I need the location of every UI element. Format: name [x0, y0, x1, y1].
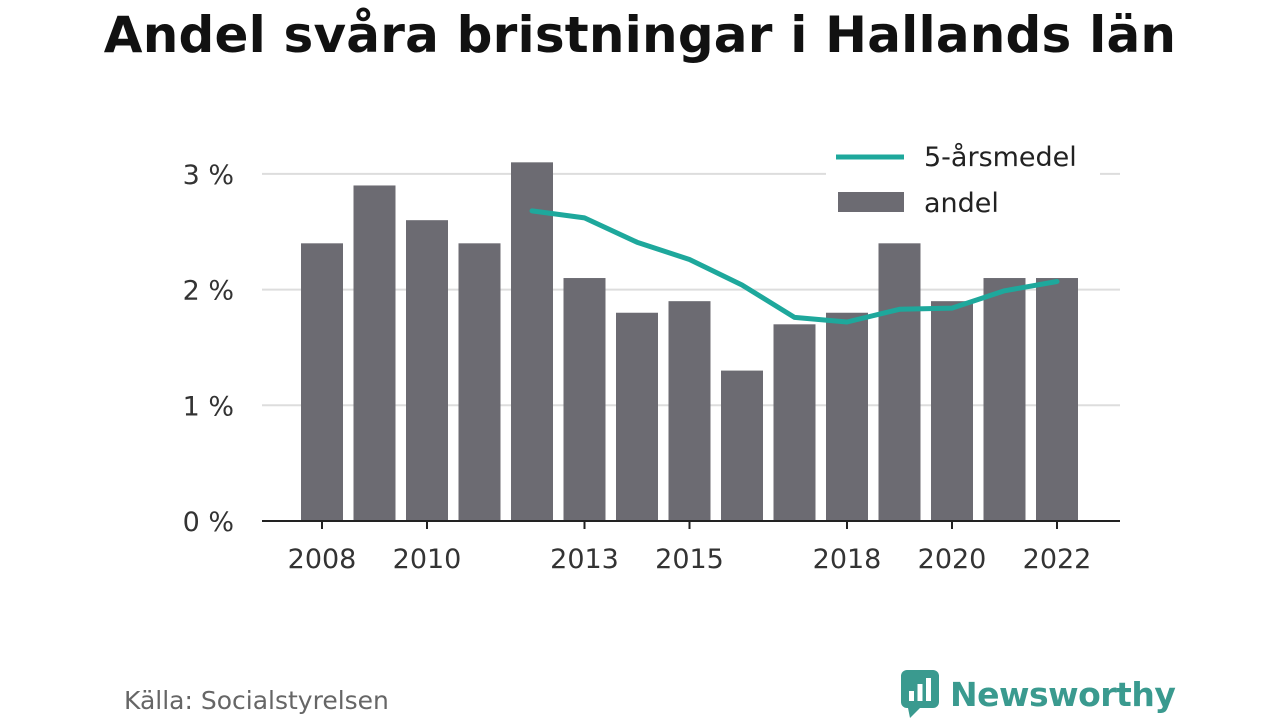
x-tick-label: 2008	[288, 544, 357, 575]
series-line-5-arsmedel	[529, 208, 1060, 325]
bar	[983, 278, 1026, 521]
x-tick-label: 2018	[813, 544, 882, 575]
x-tick-label: 2013	[550, 544, 619, 575]
bar	[511, 162, 553, 521]
legend-label: andel	[924, 188, 999, 219]
bar	[931, 301, 973, 521]
chart-title: Andel svåra bristningar i Hallands län	[103, 6, 1177, 64]
bar	[773, 324, 816, 521]
bar	[616, 312, 658, 521]
newsworthy-logo-icon	[901, 670, 939, 718]
bar	[1036, 278, 1078, 521]
bar	[721, 370, 763, 521]
bar	[668, 301, 711, 521]
bar	[406, 220, 448, 521]
x-tick-label: 2015	[655, 544, 724, 575]
x-tick-label: 2020	[918, 544, 987, 575]
y-tick-label: 3 %	[183, 160, 234, 191]
y-tick-label: 0 %	[183, 507, 234, 538]
x-tick-label: 2022	[1023, 544, 1092, 575]
bar	[458, 243, 501, 521]
chart-area: 0 % 1 % 2 % 3 % 2008 2010 2013 2015 2018 2020 2022…	[182, 135, 1120, 575]
source-note: Källa: Socialstyrelsen	[124, 686, 389, 715]
bar	[826, 312, 868, 521]
bar	[301, 243, 343, 521]
y-tick-label: 2 %	[183, 276, 234, 307]
legend-label: 5-årsmedel	[924, 142, 1077, 173]
brand-name: Newsworthy	[950, 674, 1176, 714]
brand-logo: Newsworthy	[900, 668, 1176, 720]
y-tick-label: 1 %	[183, 391, 234, 422]
legend-box	[826, 135, 1100, 229]
bar	[563, 278, 606, 521]
x-tick-label: 2010	[393, 544, 462, 575]
bar	[878, 243, 921, 521]
bar	[353, 185, 396, 521]
legend-swatch-bar	[838, 192, 904, 212]
